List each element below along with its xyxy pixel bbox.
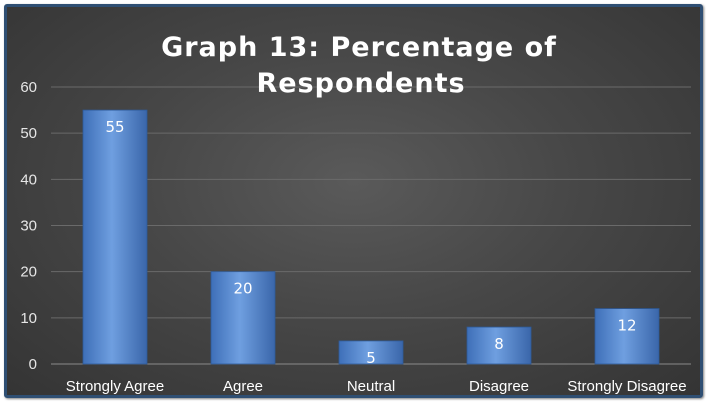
bar-strongly-disagree [594,308,660,365]
y-tick-label: 40 [20,171,37,188]
chart-frame: Graph 13: Percentage of Respondents 0 10 2… [4,4,703,398]
x-category-label: Strongly Agree [66,378,164,395]
x-category-label: Strongly Disagree [567,378,686,395]
data-label: 12 [617,317,636,335]
y-tick-label: 60 [20,79,37,96]
x-category-label: Neutral [347,378,395,395]
x-category-label: Disagree [469,378,529,395]
data-label: 5 [366,349,376,367]
bar-chart: Graph 13: Percentage of Respondents 0 10 2… [20,32,691,395]
bar-agree [210,271,276,365]
data-label: 20 [233,280,252,298]
gridlines [51,86,691,365]
y-tick-label: 20 [20,264,37,281]
bars: 55 20 5 8 12 [82,109,660,367]
y-tick-label: 50 [20,125,37,142]
bar-disagree [466,326,532,365]
y-axis-ticks: 0 10 20 30 40 50 60 [20,79,37,373]
y-tick-label: 30 [20,218,37,235]
bar-neutral [338,340,404,365]
y-tick-label: 10 [20,310,37,327]
data-label: 8 [494,335,504,353]
data-label: 55 [105,118,124,136]
chart-title-line-1: Graph 13: Percentage of [161,32,557,63]
x-axis-labels: Strongly Agree Agree Neutral Disagree Strong… [66,378,687,395]
y-tick-label: 0 [29,356,37,373]
bar-strongly-agree [82,109,148,365]
chart-title-line-2: Respondents [256,68,465,99]
x-category-label: Agree [223,378,263,395]
